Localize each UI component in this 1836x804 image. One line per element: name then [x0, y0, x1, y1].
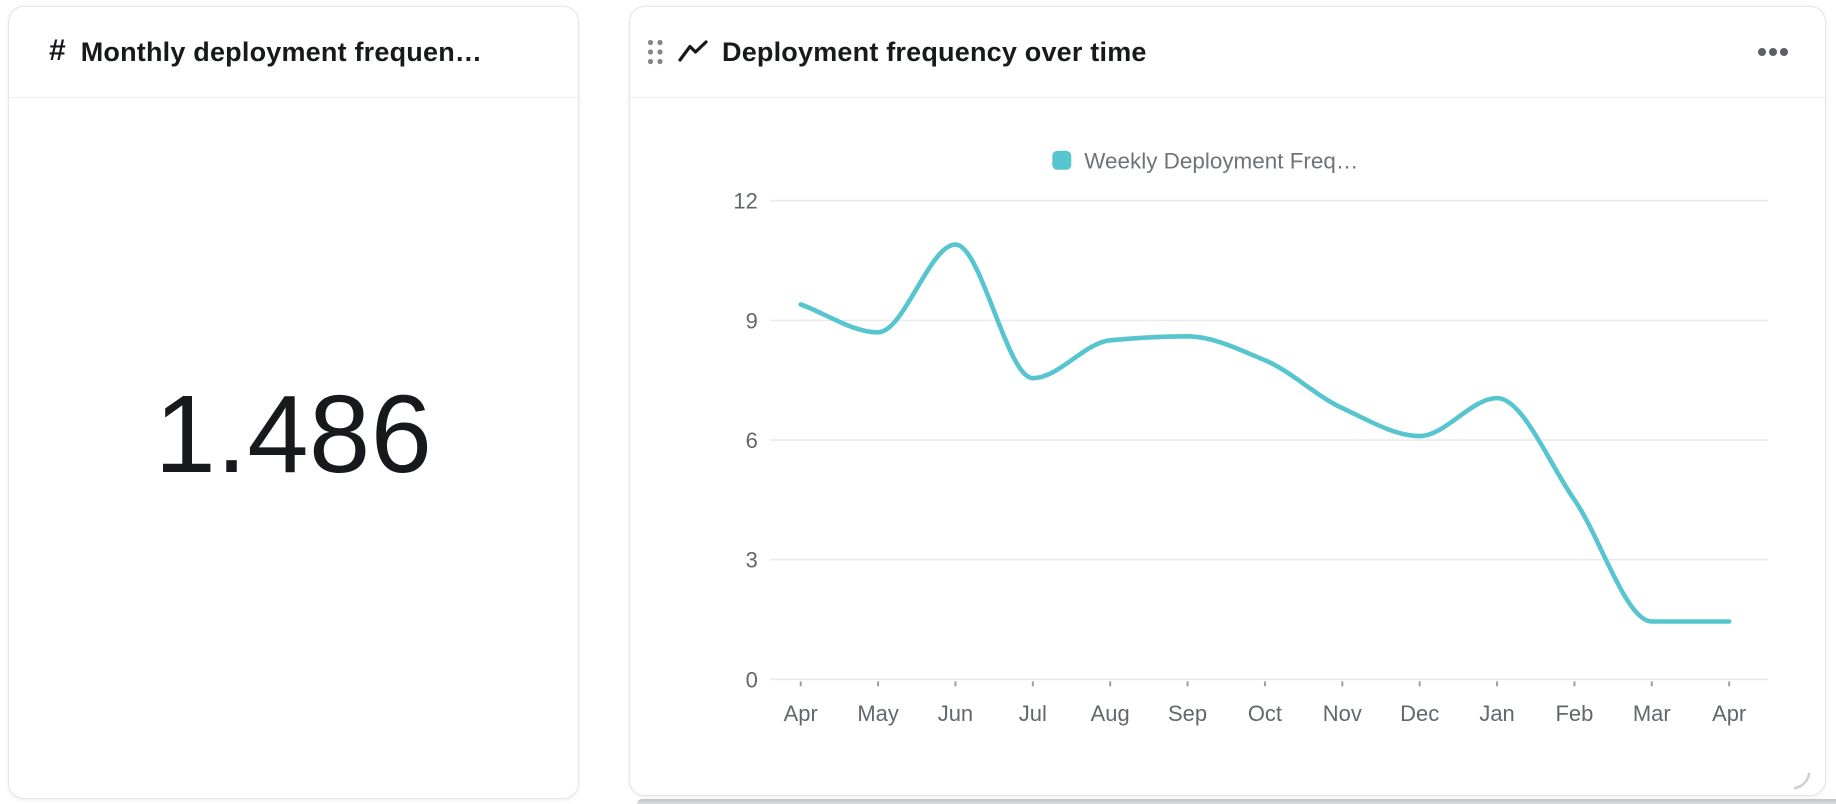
x-axis-label: May: [857, 701, 898, 726]
chart-widget-card[interactable]: Deployment frequency over time 12 9 6 3 0 Apr…: [629, 6, 1826, 796]
x-axis-label: Jun: [938, 701, 973, 726]
y-axis-label-0: 0: [746, 667, 758, 692]
chart-body: 12 9 6 3 0 Apr May Jun Jul Aug Sep Oct Nov Dec Jan Feb M…: [630, 98, 1825, 795]
x-axis-label: Jan: [1479, 701, 1514, 726]
resize-handle-icon[interactable]: [1792, 771, 1812, 791]
y-axis-label-12: 12: [733, 189, 757, 214]
metric-widget-card[interactable]: # Monthly deployment frequen… 1.486: [8, 6, 579, 799]
x-axis-label: Feb: [1556, 701, 1594, 726]
metric-card-title: Monthly deployment frequen…: [80, 36, 483, 67]
x-axis-label: Oct: [1248, 701, 1282, 726]
metric-value: 1.486: [154, 372, 433, 496]
legend-label: Weekly Deployment Freq…: [1084, 148, 1358, 173]
ellipsis-menu-icon: [1758, 48, 1788, 56]
y-axis-label-6: 6: [746, 428, 758, 453]
y-axis-label-9: 9: [746, 308, 758, 333]
x-axis-label: Dec: [1400, 701, 1439, 726]
deployment-frequency-chart[interactable]: 12 9 6 3 0 Apr May Jun Jul Aug Sep Oct Nov Dec Jan Feb M…: [630, 98, 1825, 795]
metric-card-header: # Monthly deployment frequen…: [9, 7, 578, 98]
line-chart-icon: [677, 39, 709, 65]
x-axis-label: Nov: [1323, 701, 1362, 726]
widget-menu-button[interactable]: [1751, 32, 1795, 72]
x-axis-label: Mar: [1633, 701, 1671, 726]
chart-card-header: Deployment frequency over time: [630, 7, 1825, 98]
metric-card-body: 1.486: [9, 98, 578, 798]
x-axis-label: Jul: [1019, 701, 1047, 726]
x-axis-label: Aug: [1091, 701, 1130, 726]
y-axis-label-3: 3: [746, 548, 758, 573]
x-axis-label: Sep: [1168, 701, 1207, 726]
series-line-weekly-deployment-freq: [798, 242, 1732, 624]
x-axis-label: Apr: [1712, 701, 1746, 726]
drag-handle-icon[interactable]: [647, 38, 664, 66]
x-axis-label: Apr: [784, 701, 818, 726]
next-widget-top-edge: [637, 799, 1836, 804]
chart-card-title: Deployment frequency over time: [722, 36, 1147, 67]
hash-icon: #: [49, 34, 66, 67]
legend-swatch: [1052, 150, 1072, 170]
